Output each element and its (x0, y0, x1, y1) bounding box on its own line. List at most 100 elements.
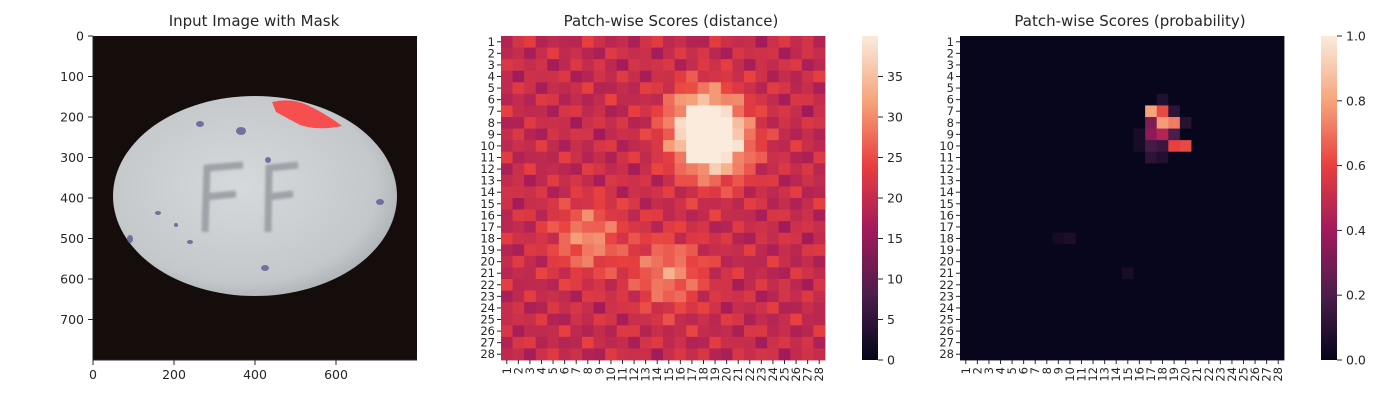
heatmap-cell (1260, 209, 1273, 222)
heatmap-cell (674, 36, 687, 48)
heatmap-cell (651, 302, 664, 315)
heatmap-cell (732, 105, 745, 118)
heatmap-cell (1087, 174, 1100, 187)
heatmap-cell (1191, 267, 1204, 280)
heatmap-cell (697, 244, 710, 257)
heatmap-cell (651, 36, 664, 48)
panel1-y-tick-label: 300 (60, 150, 84, 165)
heatmap-cell (1006, 221, 1019, 234)
heatmap-cell (1168, 279, 1181, 291)
col-tick-label: 18 (697, 367, 711, 382)
heatmap-cell (1098, 221, 1111, 234)
heatmap-cell (651, 232, 664, 245)
heatmap-cell (709, 255, 722, 268)
heatmap-cell (605, 117, 618, 129)
heatmap-cell (628, 186, 641, 199)
heatmap-cell (582, 59, 594, 72)
col-tick-label: 12 (627, 367, 641, 382)
heatmap-cell (720, 232, 733, 245)
heatmap-cell (547, 105, 560, 118)
heatmap-cell (535, 302, 548, 315)
pill-specks (127, 121, 384, 271)
heatmap-cell (1272, 348, 1285, 361)
heatmap-cell (524, 348, 537, 361)
heatmap-cell (616, 105, 629, 118)
heatmap-cell (651, 70, 664, 83)
heatmap-cell (1087, 70, 1100, 83)
heatmap-cell (535, 186, 548, 199)
heatmap-cell (1214, 174, 1227, 187)
row-tick-label: 19 (939, 243, 954, 257)
heatmap-cell (1075, 198, 1088, 210)
heatmap-cell (744, 325, 756, 338)
heatmap-cell (1133, 163, 1146, 176)
heatmap-cell (674, 302, 687, 315)
probability-heatmap-cells (960, 36, 1285, 361)
heatmap-cell (639, 221, 652, 234)
heatmap-cell (801, 186, 814, 199)
heatmap-cell (732, 209, 745, 222)
heatmap-cell (570, 279, 583, 291)
heatmap-cell (1249, 36, 1262, 48)
heatmap-cell (1156, 232, 1169, 245)
heatmap-cell (570, 325, 583, 338)
heatmap-cell (1249, 174, 1262, 187)
heatmap-cell (628, 163, 641, 176)
heatmap-cell (983, 221, 996, 234)
heatmap-cell (1029, 163, 1042, 176)
heatmap-cell (1122, 151, 1134, 164)
heatmap-cell (971, 198, 984, 210)
heatmap-cell (1133, 279, 1146, 291)
heatmap-cell (501, 302, 513, 315)
heatmap-cell (570, 302, 583, 315)
heatmap-cell (744, 140, 756, 153)
heatmap-cell (547, 82, 560, 95)
heatmap-cell (628, 198, 641, 210)
heatmap-cell (570, 267, 583, 280)
heatmap-cell (994, 174, 1007, 187)
heatmap-cell (1064, 348, 1077, 361)
heatmap-cell (813, 36, 826, 48)
heatmap-cell (524, 209, 537, 222)
row-tick-label: 10 (939, 139, 954, 153)
heatmap-cell (1122, 163, 1134, 176)
panel1-y-tick-label: 500 (60, 231, 84, 246)
heatmap-cell (778, 302, 791, 315)
heatmap-cell (1249, 140, 1262, 153)
heatmap-cell (582, 174, 594, 187)
heatmap-cell (582, 221, 594, 234)
heatmap-cell (732, 82, 745, 95)
heatmap-cell (1214, 140, 1227, 153)
heatmap-cell (663, 313, 675, 326)
heatmap-cell (1110, 209, 1123, 222)
heatmap-cell (767, 47, 780, 60)
heatmap-cell (593, 348, 606, 361)
heatmap-cell (971, 163, 984, 176)
heatmap-cell (1006, 174, 1019, 187)
heatmap-cell (674, 128, 687, 141)
heatmap-cell (1041, 209, 1053, 222)
heatmap-cell (1214, 198, 1227, 210)
heatmap-cell (686, 290, 699, 303)
heatmap-cell (663, 255, 675, 268)
heatmap-cell (1006, 267, 1019, 280)
heatmap-cell (674, 221, 687, 234)
heatmap-cell (1052, 140, 1065, 153)
row-tick-label: 23 (939, 289, 954, 303)
heatmap-cell (558, 128, 571, 141)
heatmap-cell (1006, 325, 1019, 338)
heatmap-cell (767, 232, 780, 245)
heatmap-cell (512, 59, 525, 72)
heatmap-cell (686, 36, 699, 48)
heatmap-cell (547, 47, 560, 60)
heatmap-cell (697, 313, 710, 326)
heatmap-cell (501, 174, 513, 187)
heatmap-cell (501, 105, 513, 118)
heatmap-cell (801, 209, 814, 222)
heatmap-cell (628, 59, 641, 72)
heatmap-cell (1272, 279, 1285, 291)
heatmap-cell (1110, 336, 1123, 349)
heatmap-cell (1133, 325, 1146, 338)
col-tick-label: 6 (1017, 367, 1031, 374)
colorbar-tick-label: 0.4 (1346, 223, 1366, 238)
